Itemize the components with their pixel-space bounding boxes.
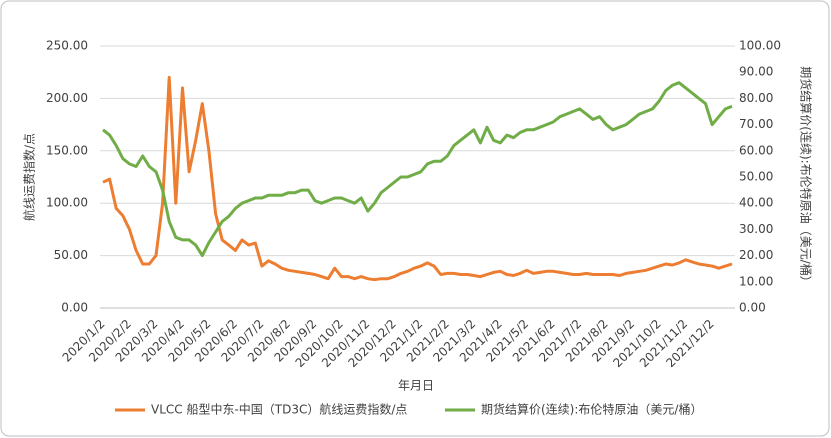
y2-tick-label: 40.00 bbox=[739, 196, 773, 210]
line-series bbox=[102, 75, 733, 282]
y-tick-label: 0.00 bbox=[61, 301, 88, 315]
y2-tick-label: 80.00 bbox=[739, 91, 773, 105]
y2-tick-label: 50.00 bbox=[739, 170, 773, 184]
y-tick-label: 50.00 bbox=[54, 248, 88, 262]
y-tick-label: 250.00 bbox=[46, 39, 88, 53]
y-tick-label: 100.00 bbox=[46, 196, 88, 210]
y2-tick-label: 70.00 bbox=[739, 117, 773, 131]
y2-tick-label: 60.00 bbox=[739, 143, 773, 157]
legend-label: 期货结算价(连续):布伦特原油（美元/桶） bbox=[481, 402, 702, 417]
y2-tick-label: 0.00 bbox=[739, 301, 766, 315]
y2-tick-label: 90.00 bbox=[739, 65, 773, 79]
x-axis-title: 年月日 bbox=[398, 379, 434, 393]
y-axis-title: 航线运费指数/点 bbox=[22, 133, 37, 221]
y2-tick-label: 10.00 bbox=[739, 274, 773, 288]
y2-tick-label: 30.00 bbox=[739, 222, 773, 236]
y2-axis-title: 期货结算价(连续):布伦特原油（美元/桶） bbox=[799, 66, 814, 287]
y-tick-label: 150.00 bbox=[46, 143, 88, 157]
y2-tick-label: 100.00 bbox=[739, 39, 781, 53]
line-series bbox=[102, 81, 733, 258]
y2-tick-label: 20.00 bbox=[739, 248, 773, 262]
legend-label: VLCC 船型中东-中国（TD3C）航线运费指数/点 bbox=[151, 402, 407, 417]
y-tick-label: 200.00 bbox=[46, 91, 88, 105]
